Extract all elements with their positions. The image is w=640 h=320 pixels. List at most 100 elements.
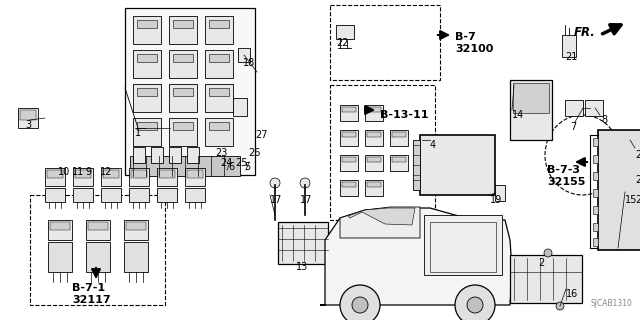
- Bar: [205, 84, 233, 112]
- Text: 15: 15: [625, 195, 637, 205]
- Text: 19: 19: [490, 195, 502, 205]
- Bar: [131, 170, 147, 178]
- Text: 20: 20: [635, 150, 640, 160]
- Bar: [73, 168, 93, 186]
- Bar: [390, 130, 408, 146]
- Bar: [424, 215, 502, 275]
- Bar: [129, 188, 149, 202]
- Bar: [151, 147, 163, 163]
- Text: 3: 3: [25, 120, 31, 130]
- Text: B-7-1: B-7-1: [72, 283, 105, 293]
- Bar: [365, 130, 383, 146]
- Bar: [30, 195, 165, 305]
- Bar: [187, 147, 199, 163]
- Bar: [48, 242, 72, 272]
- Bar: [101, 188, 121, 202]
- Text: B-7-3: B-7-3: [547, 165, 580, 175]
- Bar: [342, 157, 356, 162]
- Bar: [88, 222, 108, 230]
- Text: 8: 8: [601, 115, 607, 125]
- Bar: [124, 242, 148, 272]
- Bar: [47, 170, 63, 178]
- Text: FR.: FR.: [574, 27, 596, 39]
- Text: 23: 23: [215, 148, 227, 158]
- Text: 32100: 32100: [455, 44, 493, 54]
- Bar: [593, 155, 598, 163]
- Bar: [593, 172, 598, 180]
- Bar: [593, 223, 598, 231]
- Bar: [340, 180, 358, 196]
- Polygon shape: [348, 208, 415, 225]
- Text: 13: 13: [296, 262, 308, 272]
- Polygon shape: [320, 208, 512, 305]
- Text: SJCAB1310: SJCAB1310: [590, 299, 632, 308]
- Bar: [330, 5, 440, 80]
- Bar: [342, 132, 356, 137]
- Polygon shape: [340, 207, 420, 238]
- Bar: [133, 118, 161, 146]
- Bar: [430, 222, 496, 272]
- Bar: [513, 83, 549, 113]
- Bar: [173, 88, 193, 96]
- Circle shape: [340, 285, 380, 320]
- Bar: [185, 168, 205, 186]
- Bar: [73, 188, 93, 202]
- Bar: [45, 188, 65, 202]
- Bar: [367, 107, 381, 112]
- Text: 6: 6: [228, 162, 234, 172]
- Bar: [342, 107, 356, 112]
- Text: 17: 17: [300, 195, 312, 205]
- Bar: [137, 54, 157, 62]
- Bar: [238, 48, 250, 62]
- Bar: [340, 105, 358, 121]
- Text: 10: 10: [58, 167, 70, 177]
- Bar: [205, 50, 233, 78]
- Bar: [45, 168, 65, 186]
- Text: 25: 25: [235, 158, 248, 168]
- Bar: [336, 25, 354, 39]
- Bar: [133, 84, 161, 112]
- Bar: [133, 147, 145, 163]
- Circle shape: [467, 297, 483, 313]
- Text: 1: 1: [135, 128, 141, 138]
- Bar: [413, 140, 420, 190]
- Bar: [593, 238, 598, 246]
- Bar: [157, 168, 177, 186]
- Bar: [330, 85, 435, 220]
- Bar: [420, 135, 495, 195]
- Text: 4: 4: [430, 140, 436, 150]
- Bar: [173, 20, 193, 28]
- Bar: [365, 180, 383, 196]
- Circle shape: [352, 297, 368, 313]
- Bar: [129, 168, 149, 186]
- Bar: [565, 100, 583, 116]
- Bar: [173, 122, 193, 130]
- Bar: [130, 156, 240, 176]
- Bar: [133, 16, 161, 44]
- Bar: [185, 188, 205, 202]
- Text: 16: 16: [566, 289, 579, 299]
- Text: 2: 2: [538, 258, 544, 268]
- Bar: [20, 110, 36, 120]
- Text: 32155: 32155: [547, 177, 586, 187]
- Text: 22: 22: [336, 38, 349, 48]
- Bar: [169, 50, 197, 78]
- Bar: [169, 16, 197, 44]
- Text: 17: 17: [270, 195, 282, 205]
- Text: 14: 14: [512, 110, 524, 120]
- Bar: [169, 118, 197, 146]
- Bar: [367, 157, 381, 162]
- Bar: [367, 132, 381, 137]
- Bar: [48, 220, 72, 240]
- Bar: [593, 206, 598, 214]
- Bar: [340, 155, 358, 171]
- Bar: [101, 168, 121, 186]
- Bar: [124, 220, 148, 240]
- Text: B-7: B-7: [455, 32, 476, 42]
- Bar: [137, 122, 157, 130]
- Bar: [125, 8, 255, 175]
- Bar: [209, 88, 229, 96]
- Text: 7: 7: [570, 122, 576, 132]
- Bar: [562, 35, 576, 57]
- Bar: [209, 20, 229, 28]
